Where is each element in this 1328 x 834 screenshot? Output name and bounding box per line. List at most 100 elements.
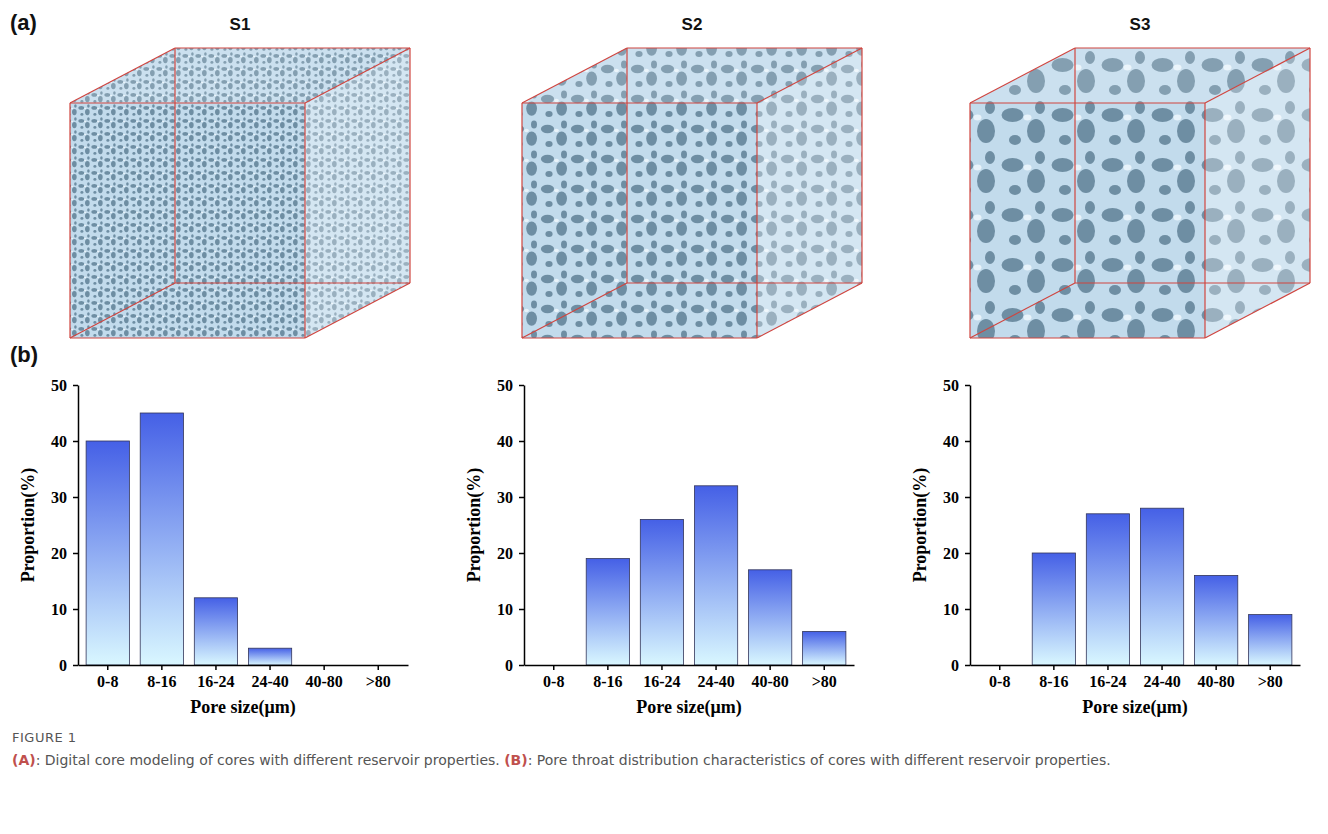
- tick-label: 16-24: [197, 673, 234, 690]
- tick-mark: [73, 609, 78, 611]
- tick: 24-40: [1143, 665, 1180, 690]
- axis-line: [79, 665, 409, 667]
- tick-mark: [1161, 665, 1163, 670]
- core-edge: [756, 103, 757, 338]
- tick-mark: [73, 665, 78, 667]
- tick: 8-16: [1039, 665, 1068, 690]
- tick-label: 24-40: [1143, 673, 1180, 690]
- core-edge: [1205, 283, 1310, 338]
- core-front-face: [522, 103, 757, 338]
- core-edge: [70, 48, 175, 103]
- tick: 30: [497, 489, 524, 506]
- tick-mark: [553, 665, 555, 670]
- y-axis: 01020304050: [497, 377, 525, 674]
- tick-label: 50: [497, 377, 513, 394]
- tick-mark: [965, 665, 970, 667]
- tick: 50: [943, 377, 970, 394]
- tick-label: 50: [943, 377, 959, 394]
- caption-part-label: (B): [504, 752, 527, 768]
- tick-mark: [161, 665, 163, 670]
- core-edge: [305, 283, 410, 338]
- core-edge: [1204, 103, 1205, 338]
- panel-label: (a): [10, 10, 37, 35]
- tick-mark: [769, 665, 771, 670]
- core-model: [522, 48, 862, 338]
- core-edge: [70, 337, 305, 338]
- core-edge: [69, 103, 70, 338]
- axis-line: [525, 665, 855, 667]
- tick-mark: [519, 497, 524, 499]
- core-edge: [70, 283, 175, 338]
- y-axis: 01020304050: [51, 377, 79, 674]
- tick-label: 0: [59, 657, 67, 674]
- tick-mark: [269, 665, 271, 670]
- core-edge: [757, 48, 862, 103]
- y-axis-title: Proportion(%): [18, 468, 39, 583]
- x-axis-title: Pore size(μm): [1082, 697, 1187, 718]
- tick-label: 0: [951, 657, 959, 674]
- core-edge: [970, 102, 1205, 103]
- caption: FIGURE 1(A): Digital core modeling of co…: [12, 728, 1312, 770]
- tick-mark: [965, 609, 970, 611]
- tick-mark: [607, 665, 609, 670]
- core-edge: [522, 283, 627, 338]
- tick-mark: [1269, 665, 1271, 670]
- y-axis: 0 10 20 30 40 50: [943, 377, 971, 674]
- tick-label: 30: [497, 489, 513, 506]
- bar: [1032, 553, 1075, 665]
- tick-label: 10: [497, 601, 513, 618]
- tick-mark: [519, 385, 524, 387]
- tick: 40: [943, 433, 970, 450]
- core-edge: [174, 48, 175, 283]
- tick: 0-8: [989, 665, 1010, 690]
- core-edge: [1074, 48, 1075, 283]
- tick-label: 0-8: [989, 673, 1010, 690]
- tick: >80: [812, 665, 837, 690]
- core-edge: [175, 282, 410, 283]
- tick: 0-8: [97, 665, 118, 690]
- tick: 40-80: [1197, 665, 1234, 690]
- tick-label: 8-16: [593, 673, 622, 690]
- figure: (a)(b)S1S2S3010203040500-88-1616-2424-40…: [0, 0, 1328, 722]
- axis-line: [970, 386, 972, 666]
- y-axis-title: Proportion(%): [910, 468, 931, 583]
- tick-label: >80: [812, 673, 837, 690]
- tick: 50: [51, 377, 78, 394]
- core-edge: [304, 103, 305, 338]
- tick-label: 0-8: [543, 673, 564, 690]
- tick-label: 20: [943, 545, 959, 562]
- tick-mark: [519, 609, 524, 611]
- bars: [86, 413, 292, 665]
- tick-mark: [215, 665, 217, 670]
- tick-label: 24-40: [251, 673, 288, 690]
- bar: [1086, 514, 1129, 665]
- core-edge: [521, 103, 522, 338]
- core-side-face: [757, 48, 862, 338]
- tick-mark: [965, 441, 970, 443]
- tick-label: 16-24: [1089, 673, 1126, 690]
- tick: >80: [1258, 665, 1283, 690]
- core-model: [970, 48, 1310, 338]
- core-edge: [627, 47, 862, 48]
- tick: 40: [51, 433, 78, 450]
- core-edge: [305, 48, 410, 103]
- tick-label: 40: [51, 433, 67, 450]
- x-axis-title: Pore size(μm): [190, 697, 295, 718]
- sample-title: S3: [1130, 15, 1151, 34]
- core-edge: [1309, 48, 1310, 283]
- bars: [586, 486, 846, 665]
- tick: 30: [943, 489, 970, 506]
- tick-mark: [965, 385, 970, 387]
- y-axis-title: Proportion(%): [464, 468, 485, 583]
- core-edge: [970, 48, 1075, 103]
- tick: 8-16: [593, 665, 622, 690]
- tick: 40-80: [305, 665, 342, 690]
- axis-line: [78, 386, 80, 666]
- tick-mark: [661, 665, 663, 670]
- tick: 0: [505, 657, 524, 674]
- tick-mark: [519, 441, 524, 443]
- caption-part-text: : Pore throat distribution characteristi…: [528, 752, 1111, 768]
- core-edge: [409, 48, 410, 283]
- caption-part-text: : Digital core modeling of cores with di…: [36, 752, 505, 768]
- tick-label: 10: [943, 601, 959, 618]
